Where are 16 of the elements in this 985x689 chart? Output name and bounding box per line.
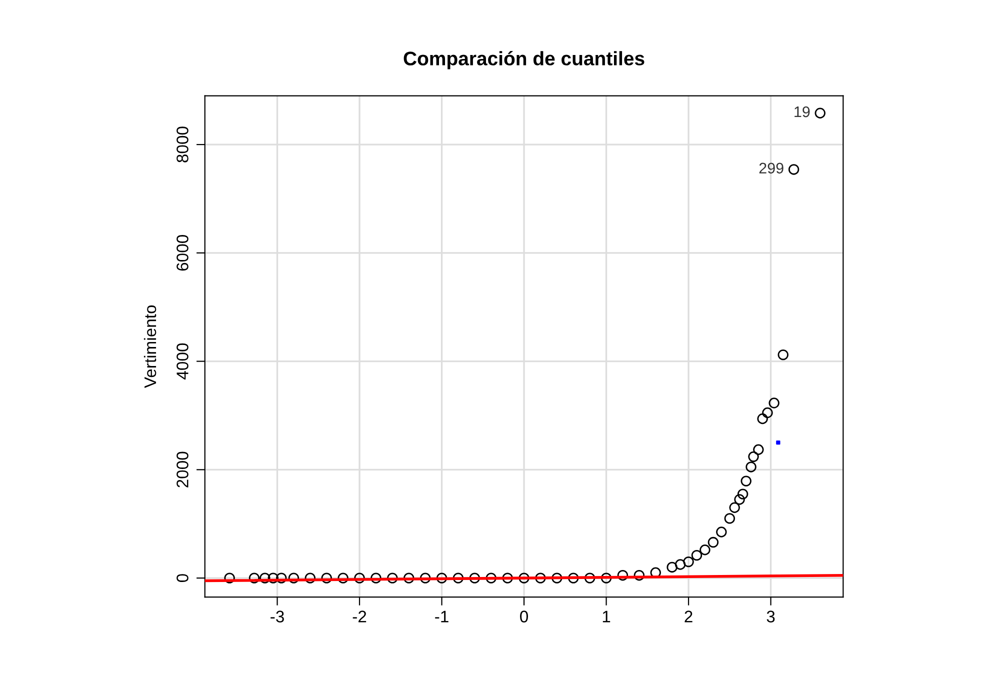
x-tick-label: 3: [766, 610, 775, 622]
y-tick-label: 4000: [176, 343, 188, 380]
y-tick-label: 6000: [176, 235, 188, 271]
x-tick-label: 2: [684, 610, 692, 622]
chart-title: Comparación de cuantiles: [404, 50, 644, 70]
x-tick-label: 0: [520, 610, 528, 622]
annotation: 299: [759, 162, 784, 174]
x-tick-label: -2: [352, 610, 366, 622]
y-axis-title: Vertimiento: [144, 305, 156, 388]
x-tick-label: -3: [270, 610, 284, 622]
y-tick-label: 8000: [176, 126, 188, 162]
x-tick-label: -1: [435, 610, 448, 622]
annotation: 19: [794, 106, 810, 118]
x-tick-label: 1: [602, 610, 610, 622]
y-tick-label: 0: [176, 574, 188, 582]
y-tick-label: 2000: [176, 452, 188, 488]
